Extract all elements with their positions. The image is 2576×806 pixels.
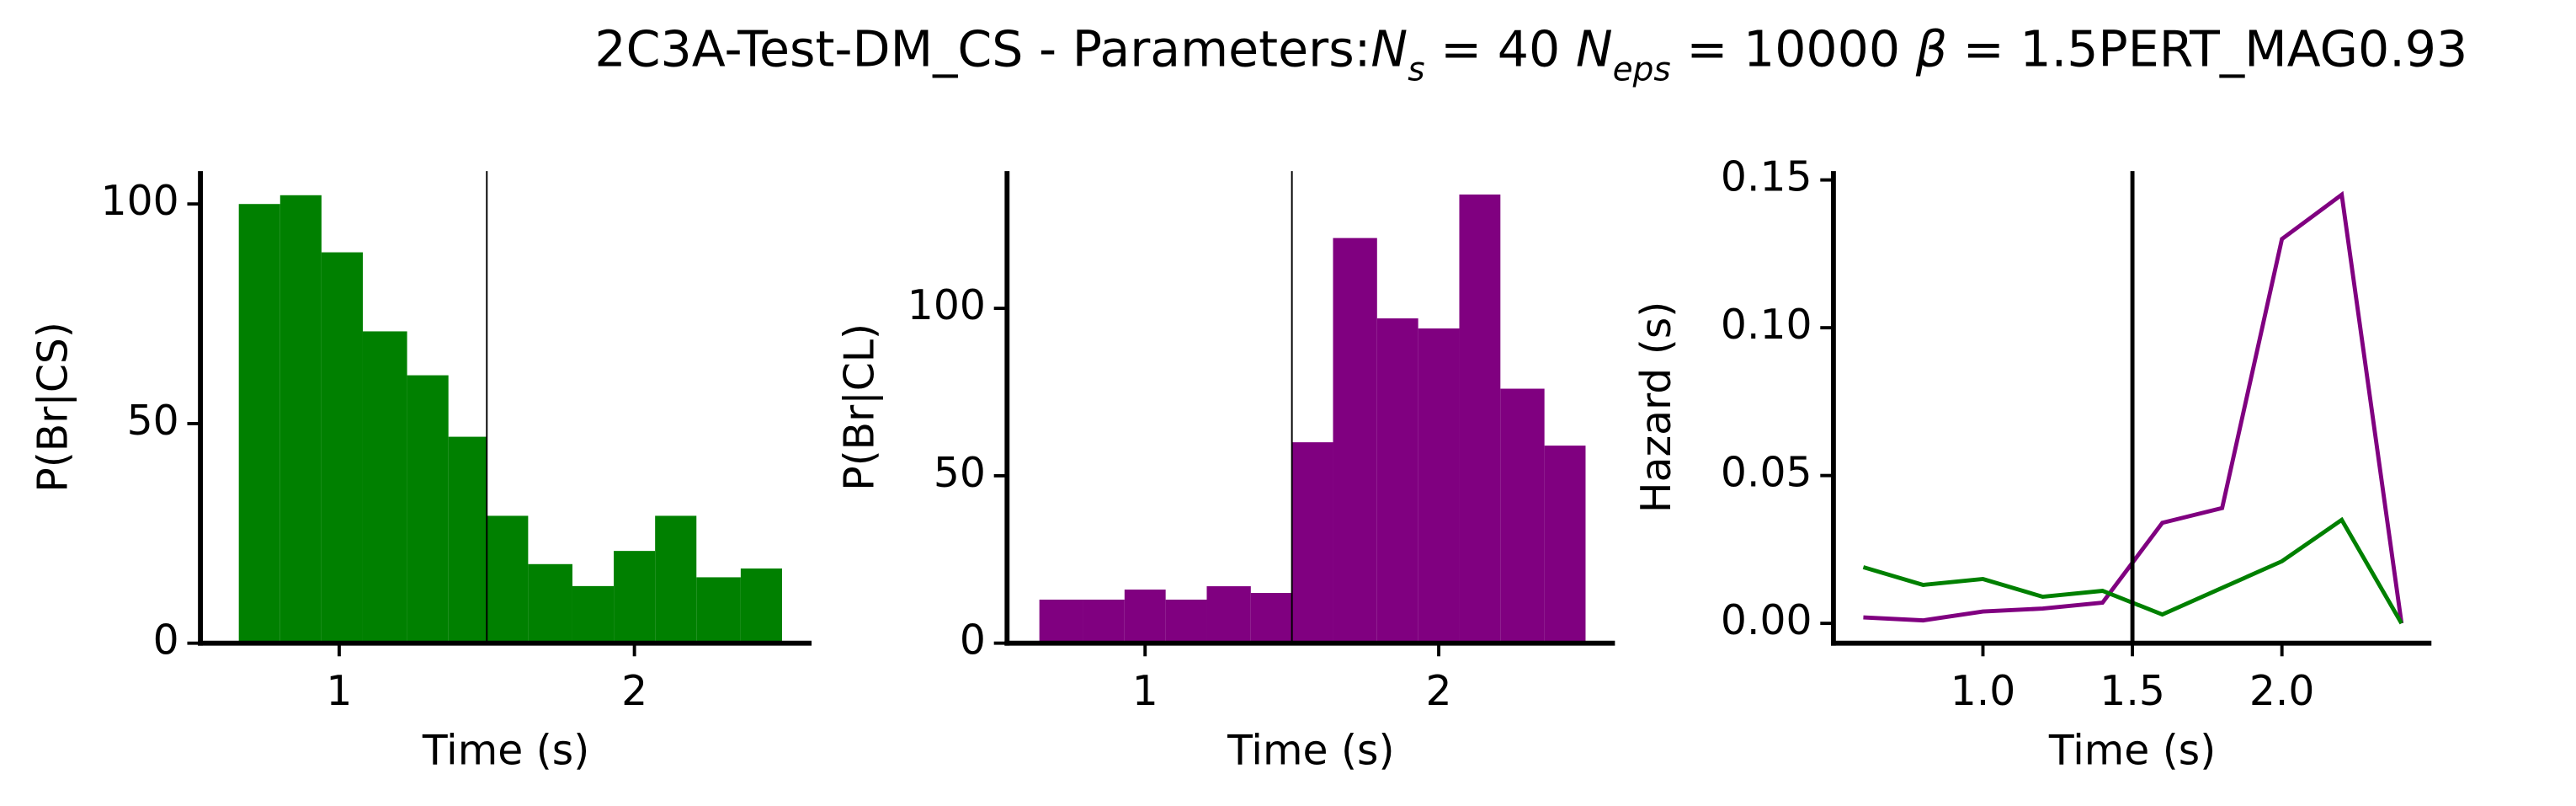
y-tick-label: 50: [127, 397, 179, 445]
title-part: eps: [1613, 51, 1671, 88]
bar: [614, 551, 656, 643]
bar: [487, 515, 529, 643]
bar: [1459, 194, 1501, 643]
y-tick-label: 0.00: [1721, 596, 1812, 644]
bar: [362, 331, 407, 643]
y-tick-label: 0: [153, 617, 179, 665]
bar: [1544, 446, 1586, 643]
y-tick-label: 0: [960, 617, 986, 665]
bar: [321, 252, 363, 643]
title-part: = 1.5PERT_MAG0.93: [1947, 21, 2467, 78]
title-part: N: [1576, 21, 1613, 78]
bar: [740, 568, 782, 643]
bar: [1500, 388, 1545, 643]
bar: [696, 577, 741, 643]
y-tick-label: 0.10: [1721, 301, 1812, 349]
bar: [655, 515, 697, 643]
title-part: 2C3A-Test-DM_CS - Parameters:: [594, 21, 1370, 78]
x-tick-label: 2: [621, 667, 647, 715]
bar: [1376, 318, 1418, 643]
y-tick-label: 0.15: [1721, 153, 1812, 201]
bar: [1333, 238, 1377, 643]
bar: [1083, 599, 1125, 643]
bar: [1039, 599, 1083, 643]
bar: [1250, 593, 1292, 643]
bar: [528, 563, 572, 643]
x-axis-label: Time (s): [422, 726, 589, 774]
figure-title: 2C3A-Test-DM_CS - Parameters:Ns = 40 Nep…: [594, 21, 2467, 89]
bar: [1165, 599, 1207, 643]
y-axis-label: P(Br|CL): [836, 323, 884, 491]
title-part: β: [1915, 21, 1947, 78]
title-part: = 40: [1425, 21, 1576, 78]
title-part: s: [1408, 51, 1424, 88]
bar: [448, 436, 487, 643]
bar: [1124, 590, 1166, 643]
x-axis-label: Time (s): [2048, 726, 2216, 774]
bar: [572, 585, 615, 643]
x-tick-label: 1: [326, 667, 352, 715]
y-axis-label: Hazard (s): [1632, 302, 1680, 513]
x-tick-label: 1.0: [1951, 667, 2016, 715]
bar: [407, 375, 449, 643]
title-part: = 10000: [1671, 21, 1916, 78]
bar: [1291, 442, 1333, 643]
y-tick-label: 100: [101, 177, 179, 225]
bar: [1418, 328, 1460, 643]
y-axis-label: P(Br|CS): [29, 322, 77, 493]
x-axis-label: Time (s): [1227, 726, 1394, 774]
x-tick-label: 1: [1132, 667, 1158, 715]
y-tick-label: 0.05: [1721, 449, 1812, 497]
title-part: N: [1370, 21, 1408, 78]
y-tick-label: 100: [907, 281, 986, 329]
x-tick-label: 1.5: [2100, 667, 2165, 715]
bar: [1206, 586, 1251, 643]
bar: [238, 204, 280, 643]
x-tick-label: 2.0: [2249, 667, 2315, 715]
bar: [279, 195, 322, 643]
x-tick-label: 2: [1426, 667, 1452, 715]
y-tick-label: 50: [934, 449, 986, 497]
